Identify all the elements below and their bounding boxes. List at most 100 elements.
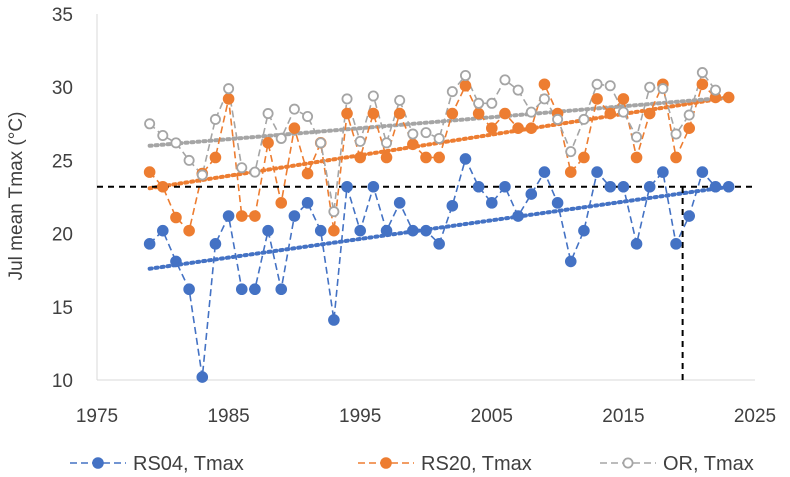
- rs20-tmax-point: [722, 91, 735, 104]
- rs20-tmax-point: [591, 93, 603, 105]
- x-tick-label: 2015: [602, 406, 644, 427]
- or-tmax-point: [696, 67, 708, 79]
- rs20-tmax-point: [170, 211, 182, 224]
- rs20-tmax-point: [328, 224, 340, 237]
- or-tmax-point: [209, 113, 221, 125]
- or-tmax-point: [512, 84, 524, 96]
- rs04-tmax-point: [367, 180, 380, 193]
- or-tmax-point: [486, 97, 498, 109]
- rs20-tmax-point: [249, 210, 261, 222]
- rs20-tmax-point: [183, 224, 195, 237]
- reference-lines: [97, 185, 755, 380]
- rs04-tmax-point: [393, 197, 406, 209]
- y-tick-label: 10: [52, 371, 73, 392]
- rs04-tmax-point: [183, 283, 195, 296]
- rs04-tmax-point: [328, 314, 340, 326]
- rs20-tmax-point: [275, 197, 288, 209]
- legend-item-rs20-tmax: RS20, Tmax: [358, 453, 532, 475]
- legend-label: RS20, Tmax: [421, 453, 532, 475]
- or-tmax-point: [302, 110, 314, 122]
- or-tmax-point: [473, 97, 485, 109]
- legend-swatch-marker: [92, 457, 104, 469]
- rs20-tmax-point: [407, 138, 419, 151]
- or-tmax-point: [525, 106, 537, 118]
- rs20-tmax-point: [301, 167, 314, 180]
- or-tmax-point: [315, 137, 327, 149]
- rs04-tmax-point: [446, 199, 459, 212]
- or-tmax-point: [144, 118, 156, 130]
- x-tick-label: 1995: [339, 406, 381, 427]
- or-tmax-point: [591, 78, 603, 90]
- series-points: [143, 67, 735, 383]
- rs04-tmax-point: [170, 255, 182, 268]
- or-tmax-point: [288, 103, 300, 115]
- rs04-tmax-point: [670, 238, 682, 250]
- or-tmax-point: [459, 69, 471, 81]
- y-tick-label: 25: [52, 151, 73, 172]
- or-tmax-point: [262, 108, 274, 120]
- rs20-tmax-point: [578, 151, 590, 164]
- rs20-tmax-point: [538, 78, 551, 91]
- or-tmax-point: [710, 84, 722, 96]
- or-tmax-point: [578, 113, 590, 125]
- or-tmax-point: [657, 83, 669, 95]
- rs20-tmax-point: [472, 107, 485, 120]
- or-tmax-point: [196, 169, 208, 181]
- or-tmax-point: [236, 162, 248, 174]
- rs04-tmax-point: [657, 166, 669, 178]
- rs20-tmax-point: [420, 151, 432, 164]
- rs20-tmax-point: [446, 107, 459, 120]
- or-tmax-point: [499, 74, 511, 86]
- or-tmax-trendline: [147, 95, 731, 148]
- rs04-tmax-point: [512, 210, 524, 222]
- rs20-tmax-point: [564, 166, 577, 178]
- rs04-tmax-point: [538, 166, 551, 178]
- or-tmax-point: [565, 146, 577, 158]
- rs04-tmax-point: [696, 166, 709, 178]
- rs04-tmax-point: [420, 224, 432, 237]
- or-tmax-point: [170, 137, 182, 149]
- rs20-tmax-point: [696, 78, 709, 91]
- legend-swatch-marker: [622, 457, 634, 469]
- rs04-tmax-point: [407, 224, 419, 237]
- rs04-tmax-point: [341, 180, 353, 193]
- rs04-tmax-point: [499, 180, 511, 193]
- y-axis-title: Jul mean Tmax (°C): [6, 112, 27, 281]
- legend-label: RS04, Tmax: [133, 453, 244, 475]
- rs20-tmax-point: [209, 151, 222, 164]
- rs20-tmax-point: [643, 107, 656, 120]
- or-tmax-point: [223, 83, 235, 95]
- rs20-tmax-point: [630, 151, 643, 164]
- rs20-tmax-point: [143, 166, 156, 178]
- rs04-tmax-point: [235, 283, 248, 296]
- or-tmax-point: [538, 93, 550, 105]
- or-tmax-point: [328, 206, 340, 218]
- or-tmax-point: [683, 109, 695, 121]
- rs04-tmax-point: [643, 180, 656, 193]
- rs04-tmax-point: [591, 166, 603, 178]
- rs04-tmax-point: [709, 180, 722, 193]
- rs04-tmax-point: [314, 224, 327, 237]
- rs20-tmax-point: [499, 107, 511, 120]
- rs20-tmax-point: [222, 93, 235, 105]
- series-lines: [149, 70, 729, 378]
- rs04-tmax-point: [196, 371, 209, 383]
- rs04-tmax-point: [722, 180, 735, 193]
- or-tmax-point: [381, 137, 393, 149]
- rs20-tmax-point: [367, 107, 380, 120]
- rs20-tmax-point: [157, 180, 169, 193]
- rs04-tmax-point: [604, 180, 617, 193]
- x-tick-label: 2025: [734, 406, 776, 427]
- rs04-tmax-point: [459, 153, 472, 165]
- rs20-tmax-point: [393, 107, 406, 120]
- x-tick-labels: 1975 1985 1995 2005 2015 2025: [76, 406, 776, 427]
- rs04-tmax-point: [683, 210, 696, 222]
- rs04-tmax-trendline: [147, 184, 731, 271]
- rs04-tmax-point: [551, 197, 564, 209]
- rs20-tmax-point: [486, 122, 498, 134]
- rs20-tmax-point: [604, 107, 617, 120]
- rs20-tmax-point: [512, 122, 524, 134]
- or-tmax-point: [617, 106, 629, 118]
- or-tmax-point: [354, 135, 366, 147]
- or-tmax-point: [341, 93, 353, 105]
